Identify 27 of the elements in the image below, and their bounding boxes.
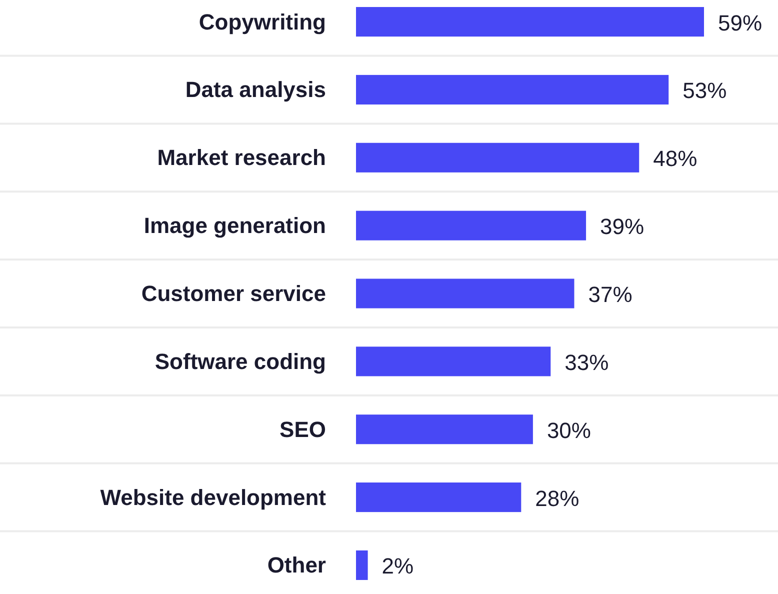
bar xyxy=(356,346,551,376)
data-label: 28% xyxy=(535,486,580,511)
bar xyxy=(356,7,704,37)
data-label: 37% xyxy=(588,282,632,307)
data-label: 48% xyxy=(653,146,698,172)
bar xyxy=(356,278,574,308)
bar xyxy=(356,210,586,240)
y-tick-label: SEO xyxy=(280,416,326,442)
data-label: 59% xyxy=(718,10,762,36)
y-tick-label: Other xyxy=(267,552,326,578)
data-label: 39% xyxy=(600,214,644,240)
bar xyxy=(356,482,522,512)
data-label: 33% xyxy=(564,350,609,375)
y-tick-label: Copywriting xyxy=(198,9,326,34)
data-label: 2% xyxy=(382,554,414,579)
bar xyxy=(356,550,368,580)
y-tick-label: Software coding xyxy=(154,348,326,374)
y-tick-label: Image generation xyxy=(144,213,326,238)
data-label: 30% xyxy=(546,418,591,443)
bar xyxy=(356,74,669,104)
y-tick-label: Customer service xyxy=(141,281,326,306)
y-tick-label: Market research xyxy=(157,145,326,170)
data-label: 53% xyxy=(682,78,727,104)
bar xyxy=(356,414,533,444)
bar xyxy=(356,142,640,172)
y-tick-label: Website development xyxy=(100,484,327,510)
y-tick-label: Data analysis xyxy=(185,77,326,102)
